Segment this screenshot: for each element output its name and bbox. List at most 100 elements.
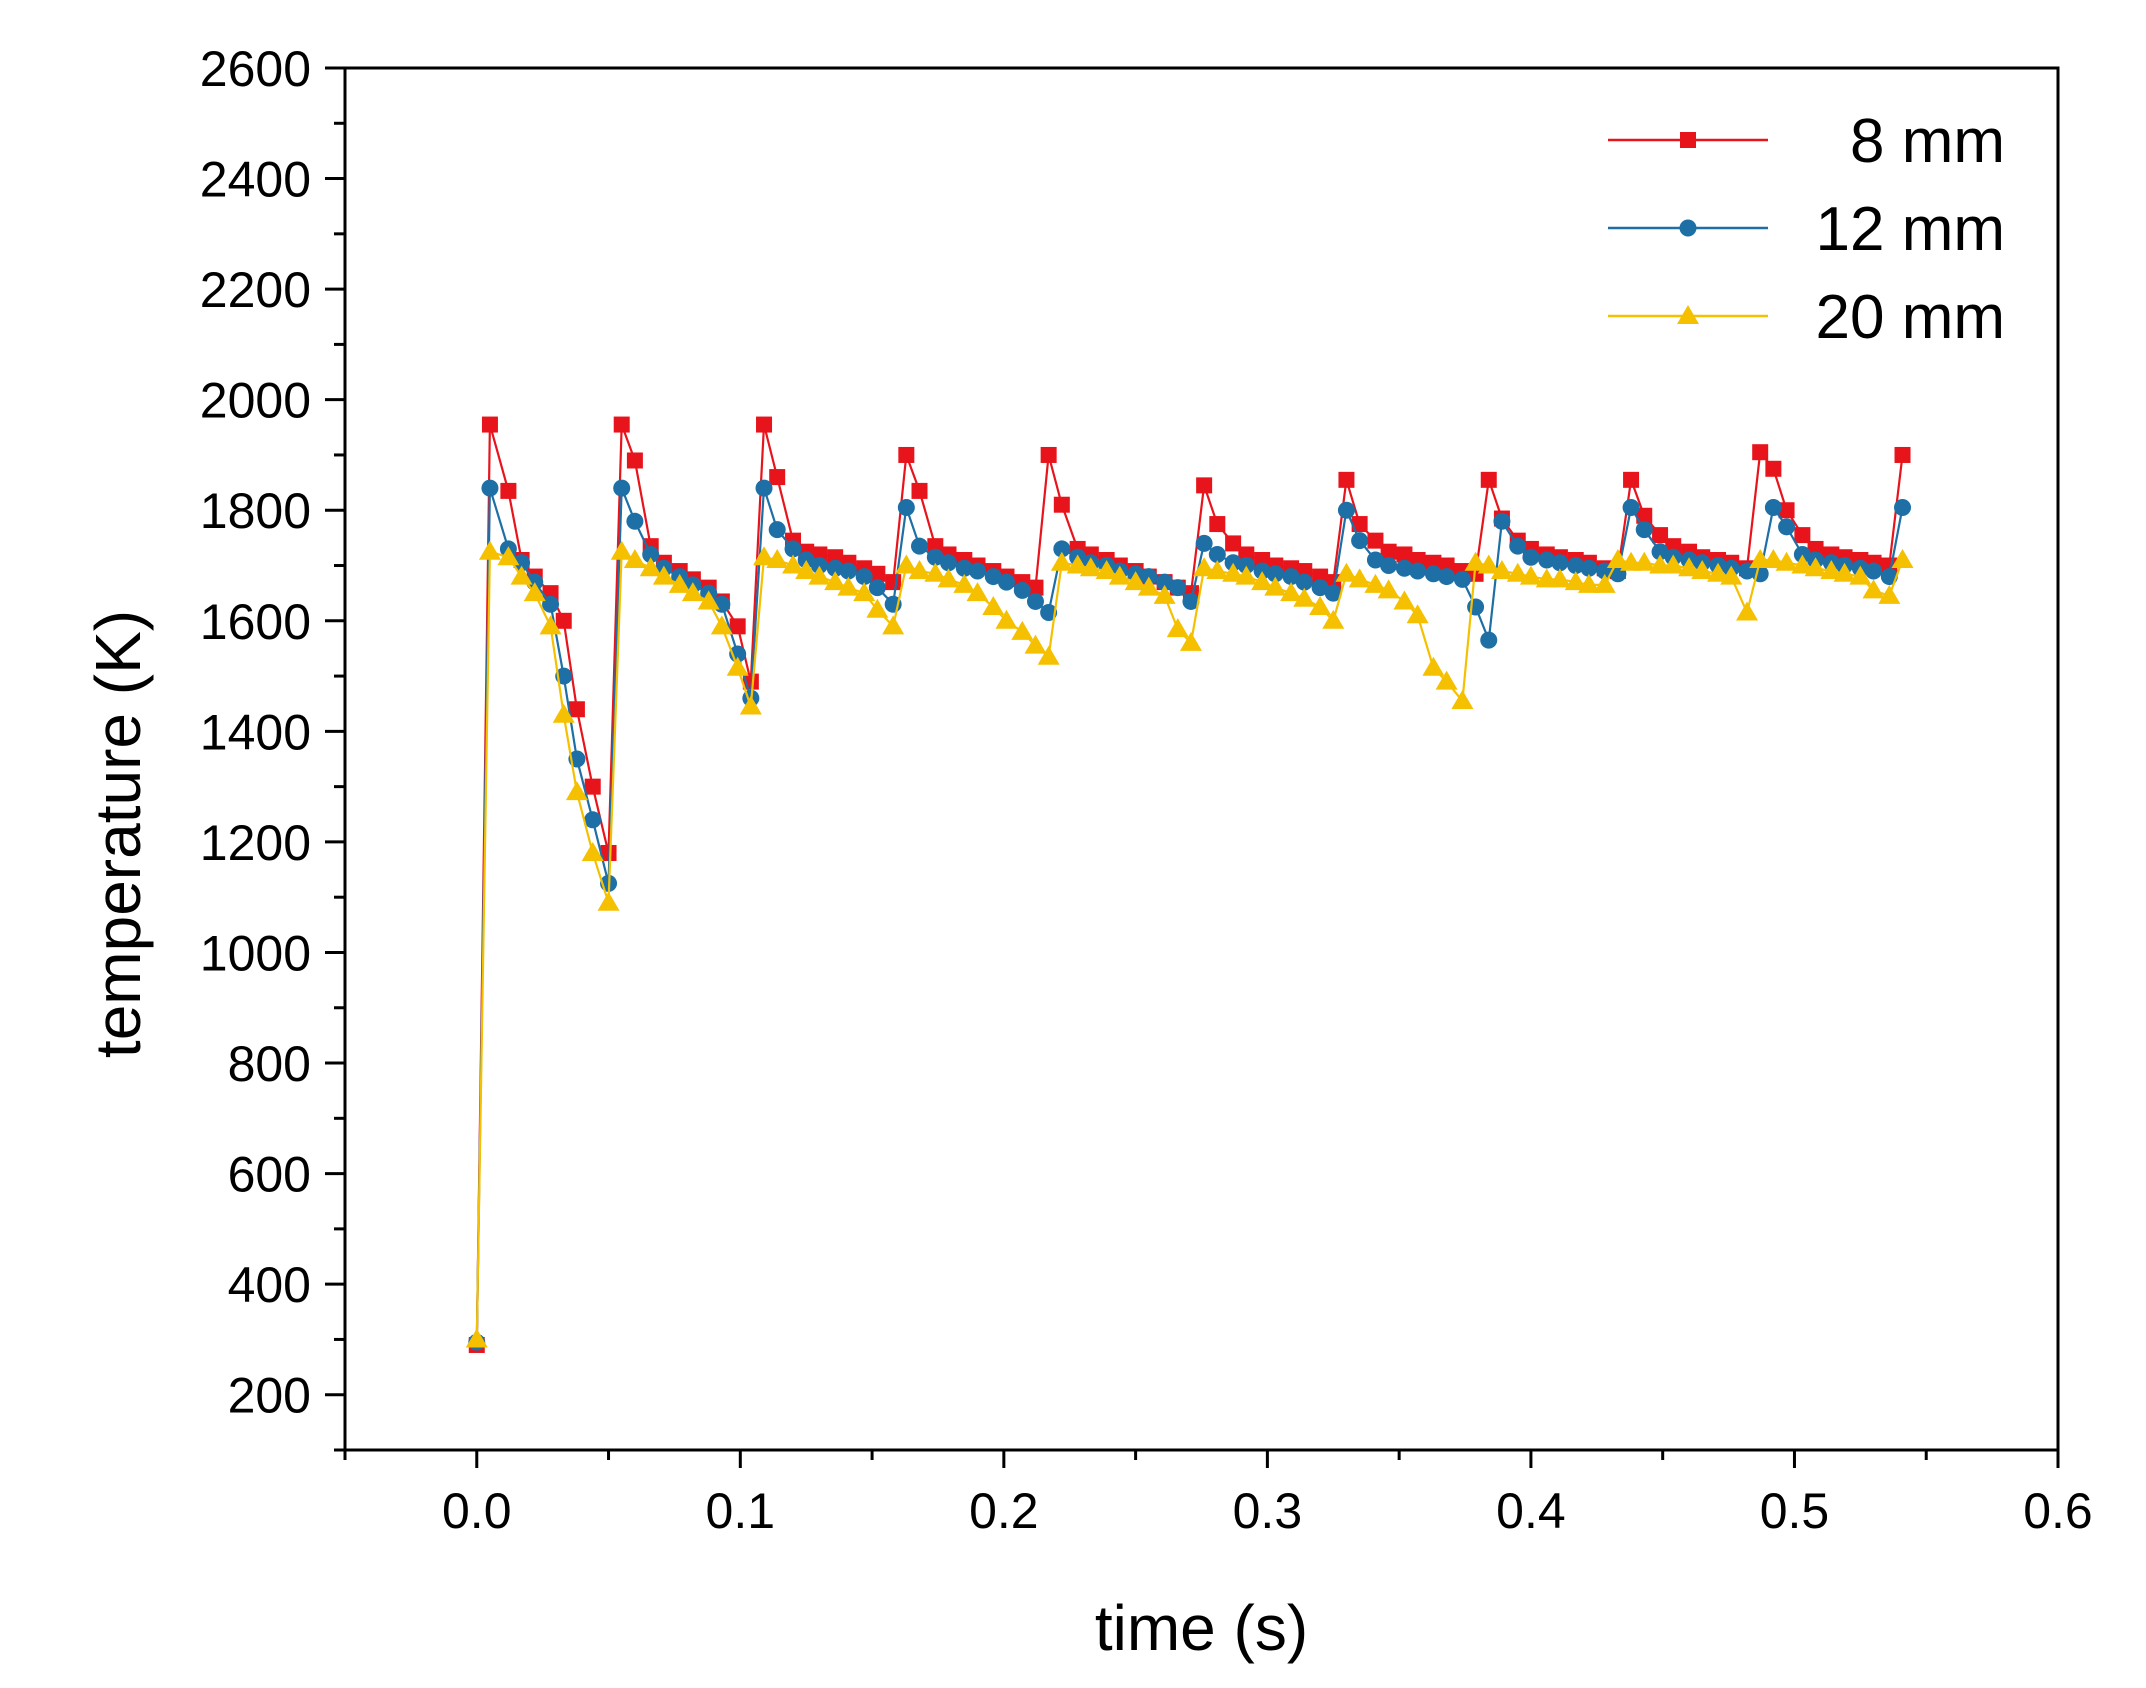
data-point (1026, 592, 1044, 610)
y-axis: 200 400 600 800 1000 1200 1400 1600 1800 2000 2200… (200, 41, 345, 1452)
x-tick-label: 0.3 (1233, 1483, 1303, 1539)
data-point (839, 562, 857, 580)
legend-marker (1679, 219, 1697, 237)
data-point (1338, 471, 1355, 488)
data-point (1862, 579, 1885, 599)
y-tick-label: 800 (228, 1036, 311, 1092)
data-point (924, 562, 947, 582)
data-point (1224, 554, 1242, 572)
data-point (768, 521, 786, 539)
data-point (1678, 557, 1701, 577)
data-point (1424, 565, 1442, 583)
plot-frame (343, 66, 2060, 1452)
data-point (1377, 579, 1400, 599)
data-point (1480, 631, 1498, 649)
data-point (1451, 689, 1474, 709)
series-layer (465, 416, 1914, 1353)
data-point (1337, 501, 1355, 519)
data-point (953, 573, 976, 593)
data-point (826, 559, 844, 577)
data-point (726, 656, 749, 676)
data-point (1195, 534, 1213, 552)
data-point (613, 479, 631, 497)
data-point (897, 498, 915, 516)
data-point (668, 573, 691, 593)
data-point (1652, 527, 1669, 544)
data-point (1662, 554, 1685, 574)
data-point (1040, 446, 1057, 463)
data-point (1253, 562, 1271, 580)
data-point (465, 1328, 488, 1348)
data-point (1324, 584, 1342, 602)
data-point (1878, 584, 1901, 604)
data-point (1395, 559, 1413, 577)
data-point (597, 891, 620, 911)
x-tick-label: 0.4 (1496, 1483, 1566, 1539)
data-point (1166, 618, 1189, 638)
data-point (810, 557, 828, 575)
data-point (755, 479, 773, 497)
data-point (1193, 557, 1216, 577)
y-tick-label: 1000 (200, 925, 311, 981)
data-point (1351, 532, 1369, 550)
legend-label: 8 mm (1850, 107, 2005, 176)
data-point (1348, 568, 1371, 588)
data-point (481, 416, 498, 433)
data-point (610, 540, 633, 560)
data-point (1335, 562, 1358, 582)
data-point (1367, 532, 1384, 549)
data-point (1309, 595, 1332, 615)
y-tick-label: 1800 (200, 483, 311, 539)
data-point (855, 568, 873, 586)
data-point (710, 615, 733, 635)
data-point (1651, 543, 1669, 561)
y-tick-label: 2000 (200, 373, 311, 429)
data-point (1764, 498, 1782, 516)
data-point (1453, 570, 1471, 588)
data-point (581, 841, 604, 861)
y-tick-label: 2600 (200, 41, 311, 97)
data-point (1169, 579, 1187, 597)
data-point (1311, 579, 1329, 597)
data-point (1635, 521, 1653, 539)
data-point (1551, 554, 1569, 572)
y-tick-label: 400 (228, 1257, 311, 1313)
data-point (1477, 554, 1500, 574)
data-point (642, 545, 660, 563)
data-point (1548, 568, 1571, 588)
data-point (1011, 620, 1034, 640)
data-point (769, 469, 786, 486)
x-tick-label: 0.2 (969, 1483, 1039, 1539)
data-point (1577, 573, 1600, 593)
data-point (1209, 516, 1226, 533)
data-point (1833, 562, 1856, 582)
x-tick-label: 0.0 (442, 1483, 512, 1539)
data-point (1266, 565, 1284, 583)
data-point (497, 546, 520, 566)
data-point (681, 582, 704, 602)
data-point (1493, 512, 1511, 530)
data-point (869, 565, 886, 582)
data-point (1156, 573, 1174, 591)
data-point (1636, 507, 1653, 524)
data-point (1380, 557, 1398, 575)
y-tick-label: 2400 (200, 152, 311, 208)
data-point (1891, 548, 1914, 568)
data-point (1593, 573, 1616, 593)
y-tick-label: 200 (228, 1368, 311, 1424)
data-point (584, 811, 602, 829)
data-point (1280, 582, 1303, 602)
data-point (926, 548, 944, 566)
data-point (1778, 518, 1796, 536)
x-axis: 0.0 0.1 0.2 0.3 0.4 0.5 0.6 (343, 1450, 2093, 1539)
data-point (997, 573, 1015, 591)
data-point (1013, 581, 1031, 599)
data-point (1567, 557, 1585, 575)
data-point (1438, 568, 1456, 586)
data-point (1364, 573, 1387, 593)
data-point (613, 416, 630, 433)
data-point (1208, 545, 1226, 563)
data-point (1380, 543, 1397, 560)
x-tick-label: 0.5 (1760, 1483, 1830, 1539)
